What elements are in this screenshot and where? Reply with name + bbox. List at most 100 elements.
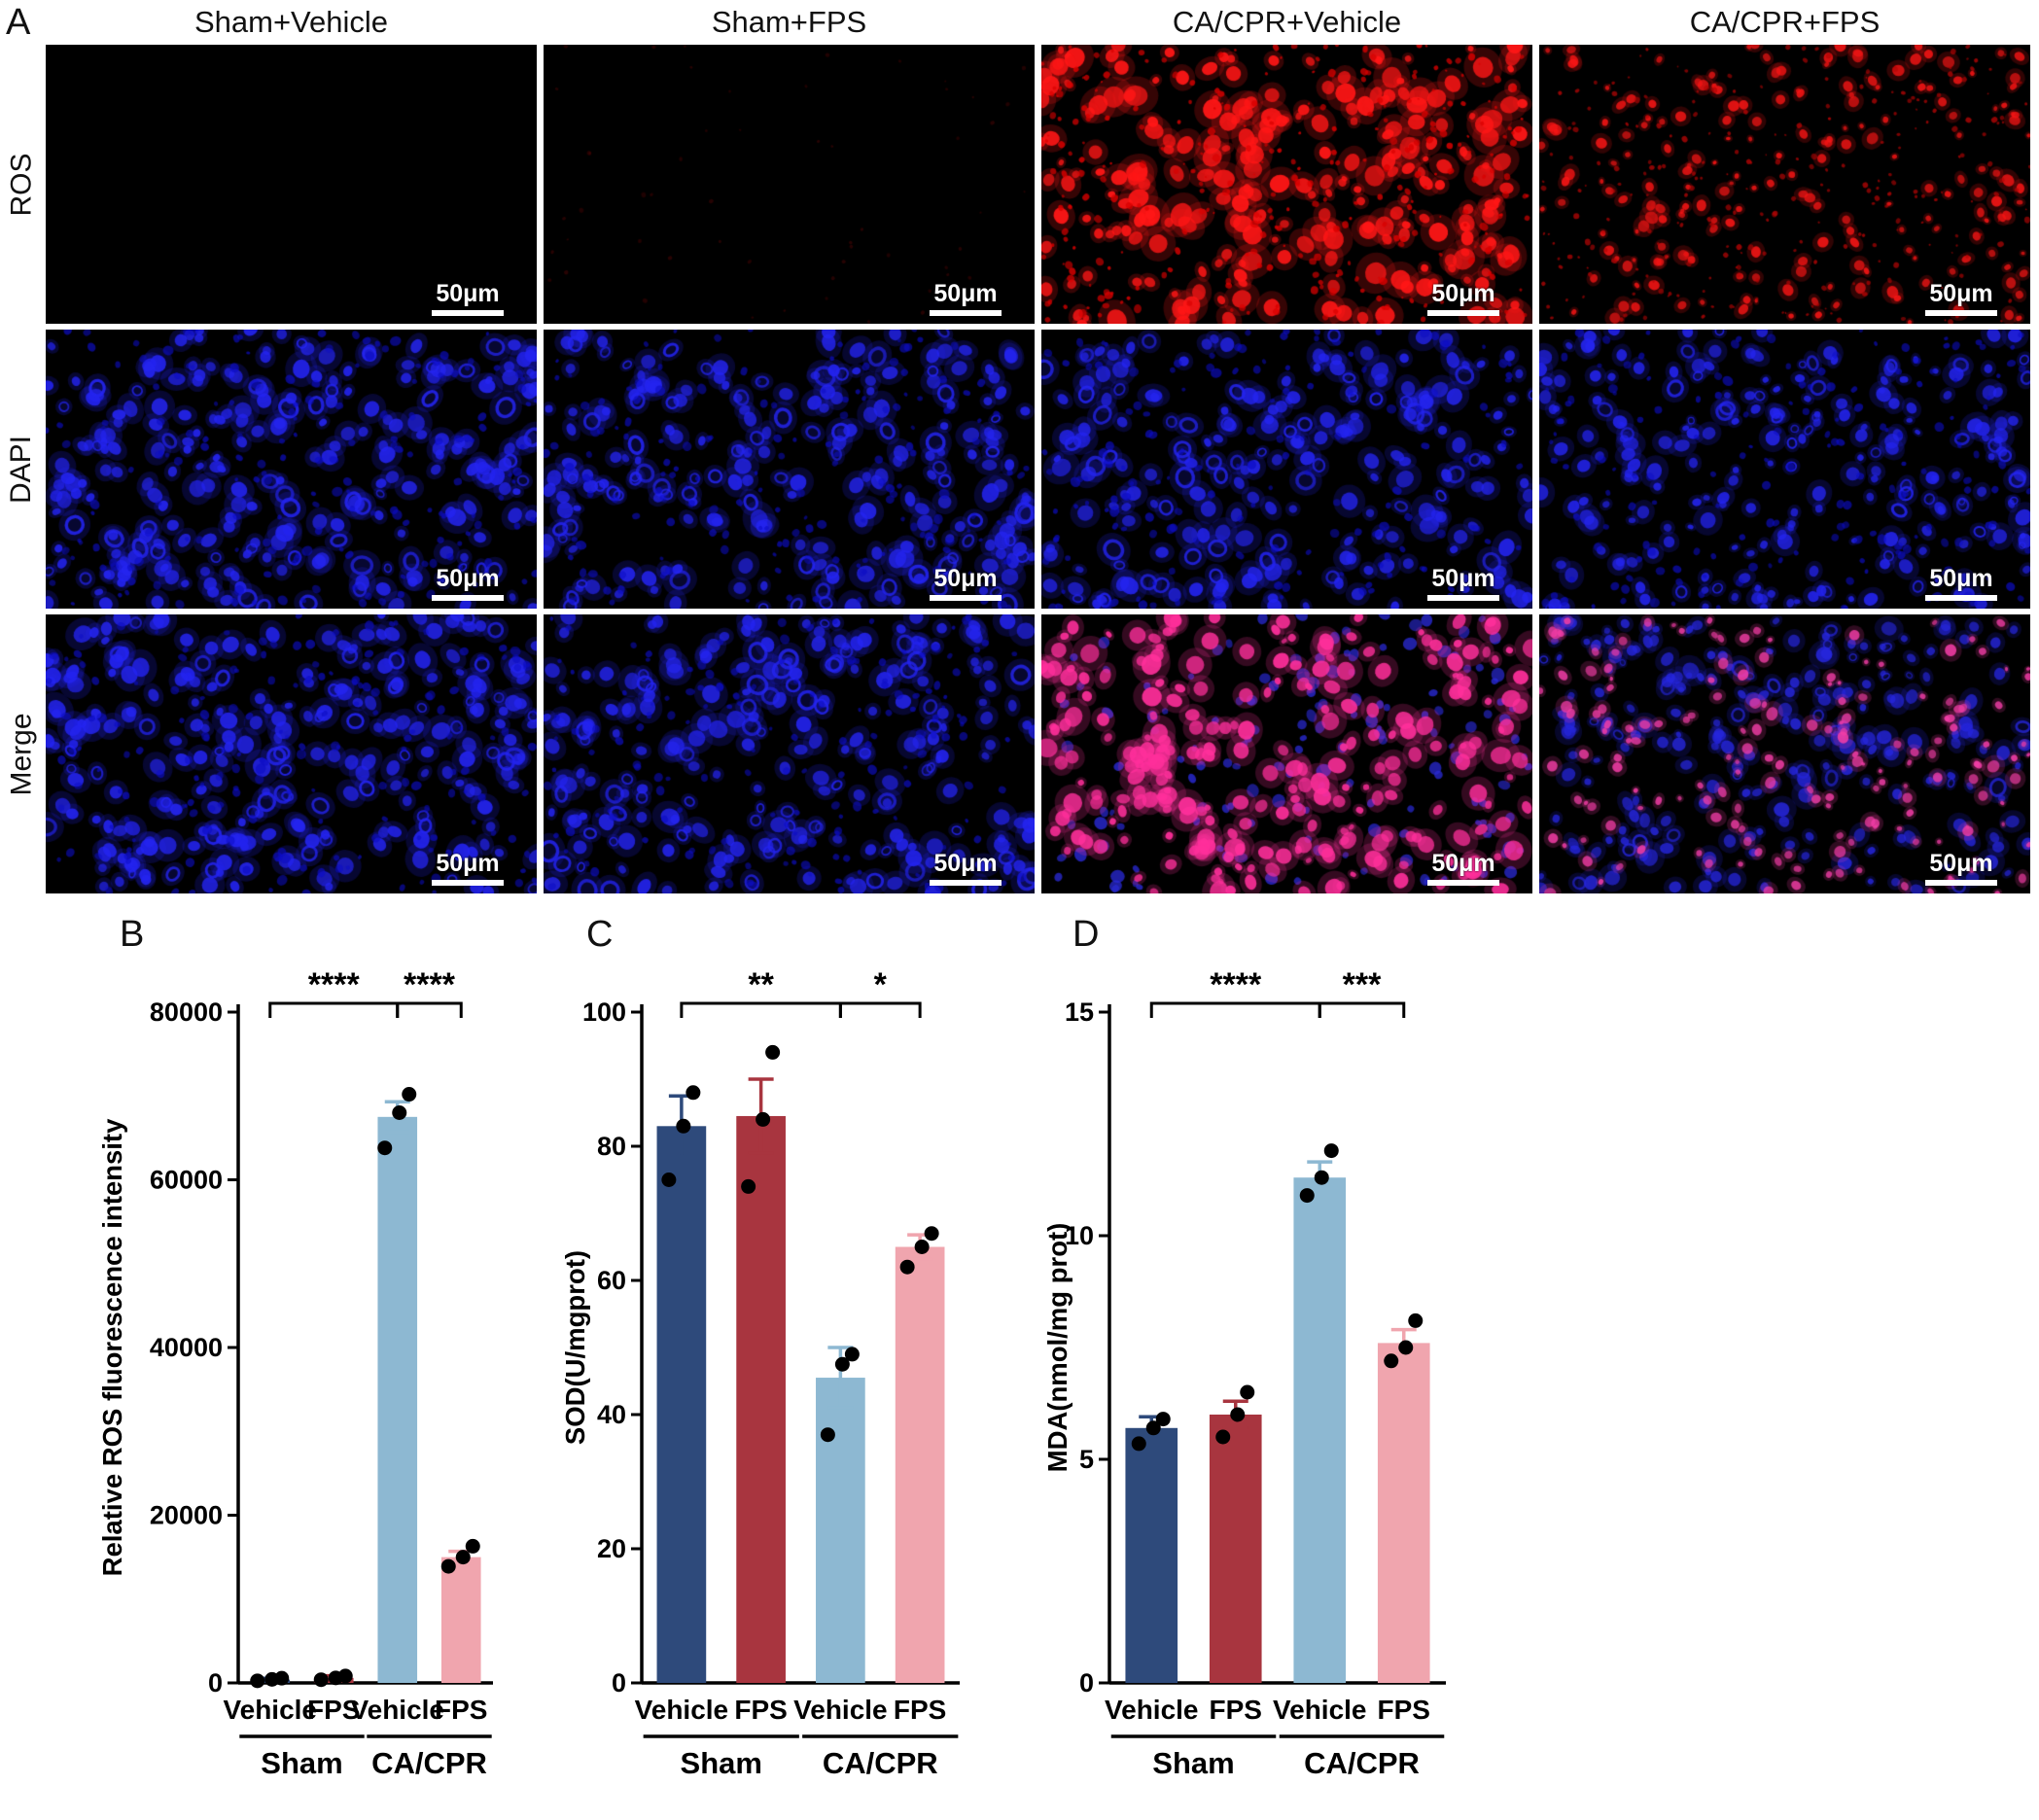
micrograph-merge-sham-fps: 50μm: [544, 614, 1035, 893]
bar-C-0: [656, 1126, 707, 1683]
micrograph-ros-sham-fps: 50μm: [544, 45, 1035, 324]
micrograph-canvas: [46, 330, 537, 609]
scale-bar-line: [432, 310, 504, 316]
scale-bar-line: [1925, 595, 1997, 601]
scale-bar-line: [1427, 880, 1499, 886]
data-point: [465, 1538, 480, 1554]
scale-bar-label: 50μm: [1929, 850, 1993, 877]
scale-bar-line: [1427, 595, 1499, 601]
micrograph-canvas: [544, 45, 1035, 324]
data-point: [377, 1140, 393, 1156]
bar-B-3: [440, 1557, 481, 1683]
category-label: FPS: [1378, 1695, 1430, 1725]
y-tick-label: 15: [1065, 998, 1094, 1027]
row-label-dapi: DAPI: [5, 435, 38, 504]
scale-bar: 50μm: [432, 850, 504, 886]
scale-bar: 50μm: [930, 565, 1002, 601]
y-tick-label: 20: [597, 1534, 626, 1563]
bar-D-1: [1209, 1415, 1262, 1683]
scale-bar: 50μm: [1427, 850, 1499, 886]
significance-stars: *: [874, 966, 888, 1003]
category-label: Vehicle: [350, 1695, 444, 1725]
micrograph-canvas: [46, 614, 537, 893]
col-header-sham-vehicle: Sham+Vehicle: [193, 5, 389, 39]
data-point: [250, 1673, 265, 1689]
y-axis-label: MDA(nmol/mg prot): [1045, 1223, 1072, 1473]
data-point: [924, 1226, 939, 1242]
category-label: Vehicle: [223, 1695, 317, 1725]
y-tick-label: 60000: [150, 1166, 223, 1195]
micrograph-canvas: [1041, 330, 1532, 609]
y-tick-label: 20000: [150, 1501, 223, 1530]
group-label: Sham: [261, 1746, 342, 1780]
scale-bar-label: 50μm: [933, 280, 998, 307]
panel-b: B 0 20000 40000 60000 80000 Relative ROS fluo…: [92, 914, 520, 1819]
micrograph-canvas: [1041, 45, 1532, 324]
y-tick-label: 40000: [150, 1333, 223, 1362]
significance-stars: ****: [404, 966, 456, 1003]
scale-bar-label: 50μm: [436, 565, 500, 592]
data-point: [899, 1259, 915, 1275]
scale-bar: 50μm: [432, 565, 504, 601]
bar-D-3: [1377, 1343, 1430, 1683]
data-point: [1155, 1412, 1171, 1427]
category-label: Vehicle: [1273, 1695, 1367, 1725]
micrograph-dapi-sham-vehicle: 50μm: [46, 330, 537, 609]
micrograph-ros-sham-vehicle: 50μm: [46, 45, 537, 324]
micrograph-canvas: [1539, 45, 2030, 324]
bar-B-2: [377, 1116, 418, 1683]
y-tick-label: 0: [208, 1668, 223, 1698]
data-point: [1299, 1188, 1315, 1204]
scale-bar-label: 50μm: [436, 280, 500, 307]
data-point: [1408, 1312, 1424, 1328]
data-point: [820, 1427, 835, 1443]
group-label: CA/CPR: [823, 1746, 938, 1780]
scale-bar-label: 50μm: [1431, 565, 1495, 592]
data-point: [756, 1111, 771, 1127]
data-point: [313, 1672, 329, 1688]
scale-bar-label: 50μm: [933, 850, 998, 877]
scale-bar: 50μm: [930, 850, 1002, 886]
data-point: [1215, 1429, 1231, 1445]
data-point: [1384, 1353, 1399, 1369]
data-point: [402, 1087, 417, 1102]
data-point: [834, 1356, 850, 1372]
scale-bar: 50μm: [432, 280, 504, 316]
significance-stars: **: [748, 966, 774, 1003]
row-label-merge: Merge: [5, 712, 38, 796]
y-tick-label: 80: [597, 1132, 626, 1161]
scale-bar-line: [1427, 310, 1499, 316]
category-label: FPS: [307, 1695, 360, 1725]
panel-b-label: B: [120, 914, 145, 955]
scale-bar-label: 50μm: [933, 565, 998, 592]
data-point: [1131, 1436, 1146, 1452]
bar-C-3: [895, 1246, 945, 1683]
y-tick-label: 0: [612, 1668, 626, 1698]
micrograph-canvas: [46, 45, 537, 324]
micrograph-merge-cacpr-fps: 50μm: [1539, 614, 2030, 893]
bar-C-2: [816, 1378, 865, 1683]
scale-bar: 50μm: [1427, 565, 1499, 601]
scale-bar-label: 50μm: [1431, 280, 1495, 307]
category-label: FPS: [894, 1695, 946, 1725]
data-point: [1323, 1143, 1339, 1159]
data-point: [337, 1668, 353, 1684]
y-tick-label: 40: [597, 1400, 626, 1429]
category-label: FPS: [435, 1695, 487, 1725]
y-tick-label: 100: [582, 998, 626, 1027]
scale-bar-line: [930, 880, 1002, 886]
data-point: [661, 1172, 677, 1187]
col-header-sham-fps: Sham+FPS: [711, 5, 867, 39]
micrograph-dapi-cacpr-fps: 50μm: [1539, 330, 2030, 609]
significance-stars: ****: [1210, 966, 1262, 1003]
col-header-cacpr-vehicle: CA/CPR+Vehicle: [1172, 5, 1402, 39]
category-label: FPS: [1210, 1695, 1262, 1725]
y-tick-label: 80000: [150, 998, 223, 1027]
category-label: Vehicle: [793, 1695, 888, 1725]
y-tick-label: 0: [1079, 1668, 1094, 1698]
scale-bar-label: 50μm: [1431, 850, 1495, 877]
group-label: CA/CPR: [371, 1746, 487, 1780]
significance-bracket: [396, 1001, 463, 1018]
y-tick-label: 5: [1079, 1445, 1094, 1474]
